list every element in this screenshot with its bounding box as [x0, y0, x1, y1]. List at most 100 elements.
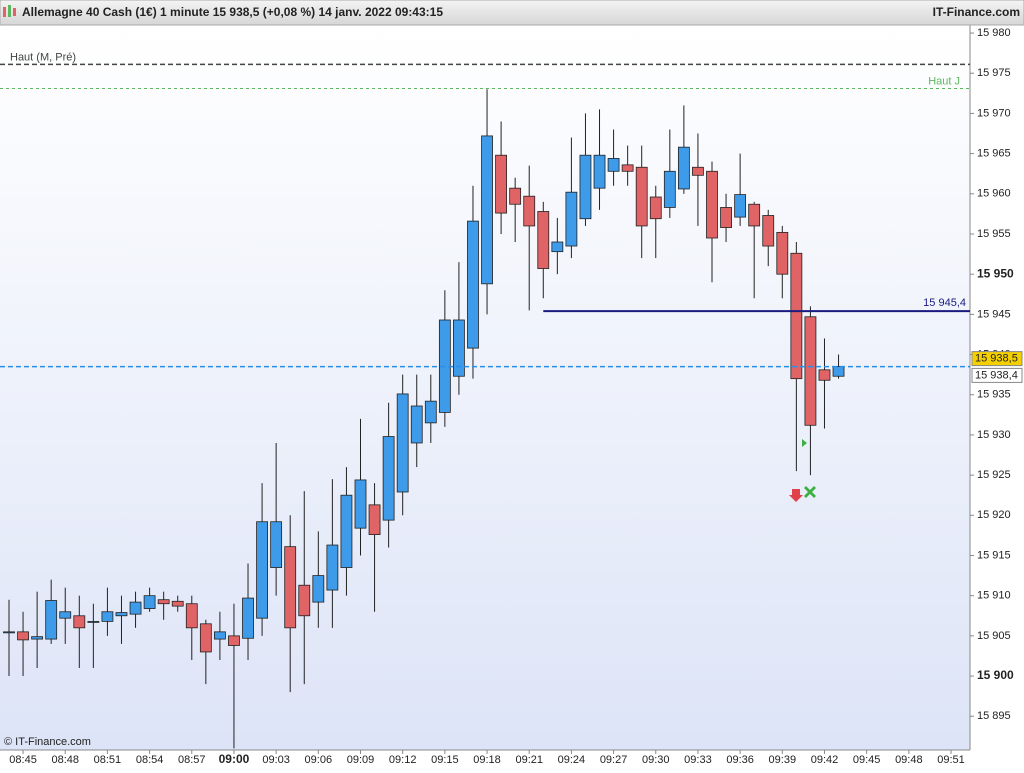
y-tick-label: 15 975 — [977, 67, 1011, 79]
y-tick-label: 15 950 — [977, 266, 1014, 280]
chart-title: Allemagne 40 Cash (1€) 1 minute 15 938,5… — [22, 5, 443, 19]
candle-body — [748, 203, 761, 227]
x-tick-label: 09:15 — [431, 754, 459, 766]
price-tag-label: 15 938,4 — [975, 369, 1018, 381]
candle-body — [199, 623, 212, 653]
x-tick-label: 08:54 — [136, 754, 164, 766]
y-tick-label: 15 905 — [977, 630, 1011, 642]
candle-body — [607, 158, 620, 172]
candle-body — [593, 154, 606, 189]
x-tick-label: 09:33 — [684, 754, 712, 766]
x-tick-label: 08:57 — [178, 754, 206, 766]
header-bar — [0, 0, 1024, 26]
x-tick-label: 09:36 — [726, 754, 754, 766]
candle-body — [396, 393, 409, 493]
candle-body — [453, 319, 465, 377]
y-tick-label: 15 925 — [977, 469, 1011, 481]
candle-body — [495, 154, 508, 214]
level-label: Haut (M, Pré) — [10, 51, 76, 63]
y-tick-label: 15 895 — [977, 710, 1011, 722]
signal-markers — [789, 439, 816, 502]
price-tag — [971, 351, 1023, 367]
y-tick-label: 15 915 — [977, 549, 1011, 561]
candle-body — [649, 196, 662, 220]
candle-body — [565, 191, 578, 247]
candle-body — [312, 575, 325, 603]
candle-body — [326, 544, 339, 591]
candle-body — [818, 369, 831, 381]
candle-body — [270, 521, 283, 568]
candle-body — [509, 187, 522, 205]
candle-body — [284, 546, 297, 629]
x-tick-label: 08:45 — [9, 754, 37, 766]
price-tag-label: 15 938,5 — [975, 353, 1018, 365]
x-tick-label: 09:45 — [853, 754, 881, 766]
x-tick-label: 09:21 — [515, 754, 543, 766]
candle-body — [45, 600, 58, 640]
x-tick-label: 09:18 — [473, 754, 501, 766]
candle-body — [115, 612, 128, 617]
candle-body — [157, 599, 170, 605]
candle-body — [17, 631, 29, 641]
candle-body — [354, 479, 367, 529]
candle-body — [692, 166, 704, 176]
x-tick-label: 09:09 — [347, 754, 375, 766]
candle-body — [213, 631, 226, 640]
candle-body — [621, 164, 634, 172]
candle-body — [143, 595, 156, 609]
candle-body — [424, 400, 437, 424]
x-tick-label: 09:27 — [600, 754, 628, 766]
candle-body — [635, 166, 648, 227]
candle-body — [59, 611, 72, 619]
candle-body — [790, 252, 803, 380]
candle-body — [185, 603, 198, 629]
candle-body — [31, 636, 44, 640]
candle-body — [129, 601, 142, 615]
candle-body — [171, 600, 184, 607]
y-tick-label: 15 945 — [977, 308, 1011, 320]
candle-body — [467, 220, 479, 349]
candle-body — [762, 215, 775, 247]
candle-body — [523, 195, 536, 227]
x-tick-label: 09:39 — [769, 754, 797, 766]
price-tag — [971, 367, 1023, 383]
candle-body — [410, 405, 423, 444]
x-tick-label: 09:48 — [895, 754, 923, 766]
y-tick-label: 15 965 — [977, 148, 1011, 160]
copyright: © IT-Finance.com — [4, 736, 91, 748]
x-tick-label: 09:42 — [811, 754, 839, 766]
candle-body — [101, 611, 114, 622]
x-tick-label: 09:12 — [389, 754, 417, 766]
candle-body — [87, 620, 100, 623]
y-tick-label: 15 980 — [977, 27, 1011, 39]
y-tick-label: 15 935 — [977, 389, 1011, 401]
candle-body — [734, 194, 747, 218]
candle-body — [776, 231, 789, 275]
y-tick-label: 15 910 — [977, 590, 1011, 602]
candle-body — [242, 597, 254, 639]
x-axis-area — [0, 750, 1024, 768]
candle-body — [579, 154, 592, 220]
x-tick-label: 09:30 — [642, 754, 670, 766]
candle-body — [537, 211, 550, 269]
candle-body — [804, 316, 817, 426]
candle-body — [368, 504, 381, 535]
x-tick-label: 09:24 — [558, 754, 586, 766]
x-tick-label: 08:51 — [94, 754, 122, 766]
x-tick-label: 09:00 — [219, 752, 250, 766]
y-tick-label: 15 900 — [977, 668, 1014, 682]
level-label: Haut J — [928, 75, 960, 87]
candle-body — [298, 584, 311, 617]
candle-body — [551, 241, 564, 253]
candle-body — [481, 135, 493, 285]
logo-icon — [3, 5, 16, 17]
y-axis-area — [970, 25, 1024, 750]
x-tick-label: 08:48 — [51, 754, 79, 766]
candle-body — [382, 436, 395, 521]
x-tick-label: 09:06 — [305, 754, 333, 766]
support-label: 15 945,4 — [923, 297, 966, 309]
y-tick-label: 15 970 — [977, 107, 1011, 119]
x-tick-label: 09:51 — [937, 754, 965, 766]
candle-body — [256, 521, 268, 619]
